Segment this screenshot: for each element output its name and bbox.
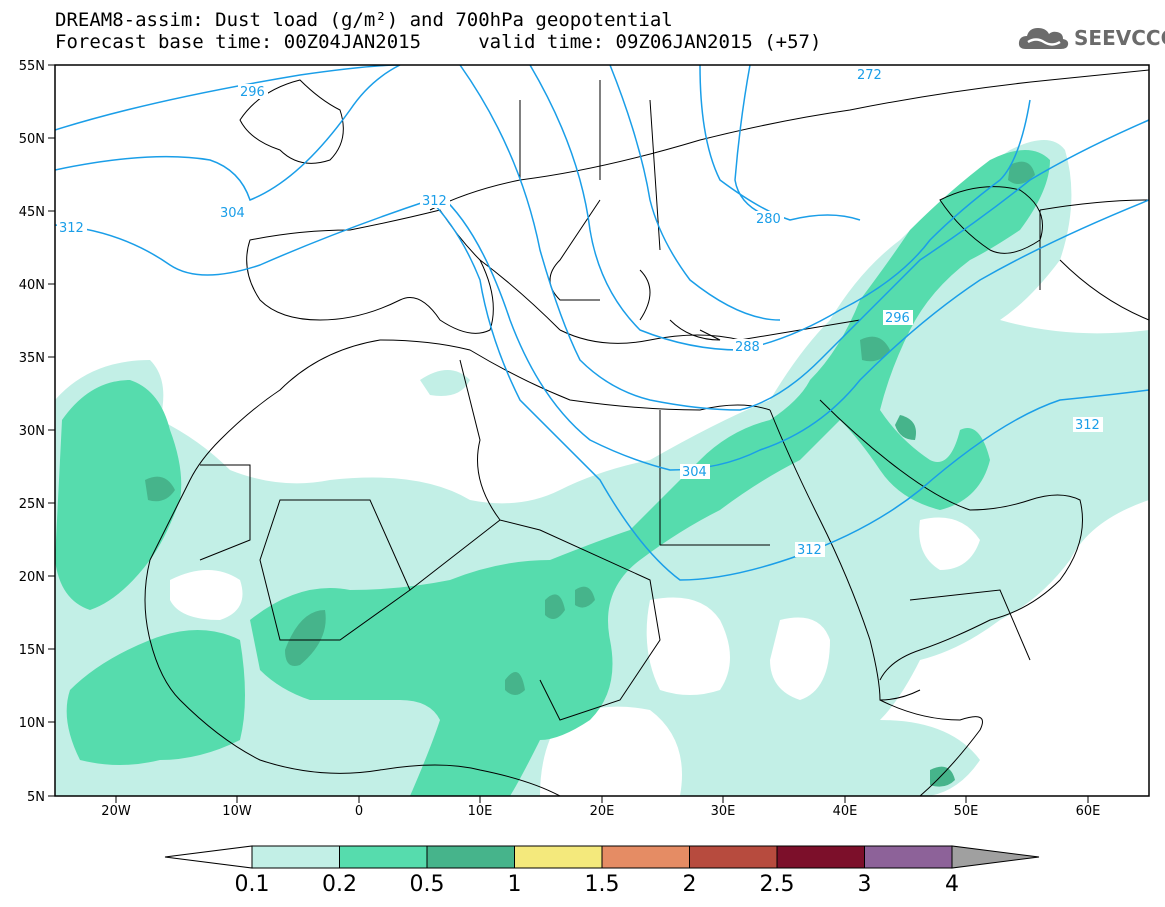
colorbar-swatch xyxy=(251,845,340,869)
lat-tick-label: 15N xyxy=(19,643,45,658)
colorbar-swatch xyxy=(426,845,515,869)
seevccc-logo: SEEVCCC xyxy=(1016,22,1165,54)
colorbar-label: 0.2 xyxy=(322,872,357,897)
colorbar-label: 4 xyxy=(945,872,959,897)
colorbar-swatch xyxy=(339,845,428,869)
contour-label: 304 xyxy=(682,465,707,480)
lat-tick-label: 5N xyxy=(27,790,45,805)
lat-tick-label: 10N xyxy=(19,716,45,731)
lon-tick-label: 40E xyxy=(833,804,858,819)
lon-tick-label: 20E xyxy=(590,804,615,819)
colorbar-label: 0.5 xyxy=(410,872,445,897)
dust-free-holes xyxy=(170,517,1149,796)
contour-label: 312 xyxy=(1075,418,1100,433)
plot-area: 296 272 304 312 312 280 288 296 304 312 xyxy=(55,65,1149,796)
lat-tick-label: 55N xyxy=(19,59,45,74)
lat-tick-label: 25N xyxy=(19,497,45,512)
lon-axis: 20W 10W 0 10E 20E 30E 40E 50E 60E xyxy=(101,796,1100,819)
colorbar-label: 1 xyxy=(508,872,522,897)
contour-label: 304 xyxy=(220,206,245,221)
contour-labels: 296 272 304 312 312 280 288 296 304 312 xyxy=(57,68,1103,558)
lat-tick-label: 20N xyxy=(19,570,45,585)
coastlines-borders xyxy=(144,69,1149,796)
lon-tick-label: 60E xyxy=(1076,804,1101,819)
colorbar-swatch xyxy=(689,845,778,869)
colorbar-swatch xyxy=(601,845,690,869)
colorbar-swatch xyxy=(864,845,953,869)
lon-tick-label: 30E xyxy=(711,804,736,819)
cloud-icon xyxy=(1018,28,1069,49)
colorbar-label: 1.5 xyxy=(585,872,620,897)
colorbar-label: 2.5 xyxy=(760,872,795,897)
lat-tick-label: 40N xyxy=(19,278,45,293)
lat-tick-label: 35N xyxy=(19,351,45,366)
lon-tick-label: 50E xyxy=(954,804,979,819)
contour-label: 296 xyxy=(885,311,910,326)
lat-tick-label: 50N xyxy=(19,132,45,147)
contour-label: 280 xyxy=(756,212,781,227)
lon-tick-label: 10E xyxy=(468,804,493,819)
contour-label: 312 xyxy=(59,221,84,236)
colorbar: 0.1 0.2 0.5 1 1.5 2 2.5 3 4 xyxy=(164,845,1040,897)
colorbar-high-triangle xyxy=(951,845,1040,869)
contour-label: 288 xyxy=(735,340,760,355)
lon-tick-label: 20W xyxy=(101,804,131,819)
lat-axis: 55N 50N 45N 40N 35N 30N 25N 20N 15N 10N … xyxy=(19,59,55,805)
title-line-1: DREAM8-assim: Dust load (g/m²) and 700hP… xyxy=(55,9,673,31)
geopotential-contours xyxy=(55,65,1149,581)
lon-tick-label: 10W xyxy=(222,804,252,819)
colorbar-swatch xyxy=(776,845,865,869)
title-line-2: Forecast base time: 00Z04JAN2015 valid t… xyxy=(55,31,822,53)
lat-tick-label: 45N xyxy=(19,205,45,220)
colorbar-swatch xyxy=(514,845,603,869)
contour-label: 296 xyxy=(240,85,265,100)
dust-high-spots xyxy=(145,161,1035,787)
lon-tick-label: 0 xyxy=(355,804,363,819)
logo-text: SEEVCCC xyxy=(1074,26,1165,50)
colorbar-label: 0.1 xyxy=(235,872,270,897)
dust-medium-region xyxy=(55,150,1050,796)
contour-label: 272 xyxy=(857,68,882,83)
contour-label: 312 xyxy=(797,543,822,558)
colorbar-label: 3 xyxy=(858,872,872,897)
colorbar-low-triangle xyxy=(164,845,253,869)
lat-tick-label: 30N xyxy=(19,424,45,439)
colorbar-label: 2 xyxy=(683,872,697,897)
contour-label: 312 xyxy=(422,194,447,209)
